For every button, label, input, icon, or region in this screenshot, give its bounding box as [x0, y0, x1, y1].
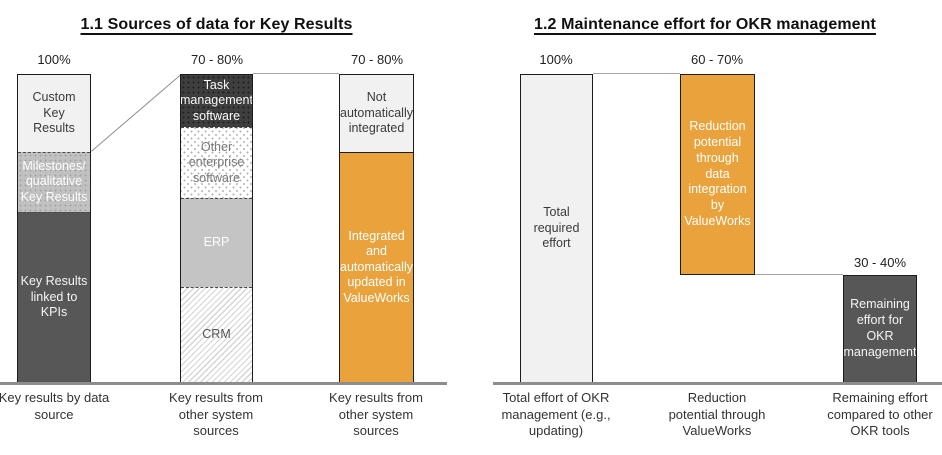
x-axis-line: [0, 382, 447, 385]
bar-value-label: 100%: [539, 52, 573, 67]
bar-value-label: 30 - 40%: [853, 255, 907, 270]
segment-not-automatically-integrated: Not automatically integrated: [340, 75, 413, 152]
bar-value-label: 100%: [37, 52, 71, 67]
chart-2-title: 1.2 Maintenance effort for OKR managemen…: [534, 16, 876, 33]
segment-key-results-linked-to-kpis: Key Results linked to KPIs: [18, 211, 90, 382]
connector-line: [91, 74, 181, 152]
segment-reduction-potential: Reduction potential through data integra…: [680, 74, 755, 275]
bar-key-results-by-source: Custom Key Results Milestones/ qualitati…: [17, 74, 91, 383]
bar-other-system-sources: Task management software Other enterpris…: [180, 74, 253, 383]
category-label: Remaining effort compared to other OKR t…: [827, 390, 933, 439]
category-label: Total effort of OKR management (e.g., up…: [501, 390, 611, 439]
bar-total-effort: Total required effort: [520, 74, 593, 383]
chart-1-title: 1.1 Sources of data for Key Results: [80, 16, 353, 33]
segment-erp: ERP: [181, 197, 252, 287]
bar-value-label: 70 - 80%: [350, 52, 404, 67]
category-label: Reduction potential through ValueWorks: [668, 390, 766, 439]
segment-total-required-effort: Total required effort: [520, 74, 593, 383]
connector-line: [755, 274, 843, 275]
segment-integrated-valueworks: Integrated and automatically updated in …: [340, 151, 413, 382]
segment-custom-key-results: Custom Key Results: [18, 75, 90, 152]
category-label: Key results by data source: [0, 390, 110, 422]
segment-crm: CRM: [181, 286, 252, 382]
bar-value-label: 60 - 70%: [690, 52, 744, 67]
x-axis-line: [493, 382, 942, 385]
connector-line: [253, 73, 339, 75]
segment-milestones-qualitative: Milestones/ qualitative Key Results: [18, 151, 90, 212]
segment-other-enterprise-software: Other enterprise software: [181, 127, 252, 198]
segment-remaining-effort: Remaining effort for OKR management: [843, 274, 917, 383]
bar-value-label: 70 - 80%: [190, 52, 244, 67]
bar-reduction-potential: Reduction potential through data integra…: [680, 74, 755, 383]
segment-task-management-software: Task management software: [181, 75, 252, 128]
bar-remaining-effort: Remaining effort for OKR management: [843, 74, 917, 383]
category-label: Key results from other system sources: [329, 390, 423, 439]
bar-integration-status: Not automatically integrated Integrated …: [339, 74, 414, 383]
category-label: Key results from other system sources: [169, 390, 263, 439]
connector-line: [593, 73, 680, 75]
